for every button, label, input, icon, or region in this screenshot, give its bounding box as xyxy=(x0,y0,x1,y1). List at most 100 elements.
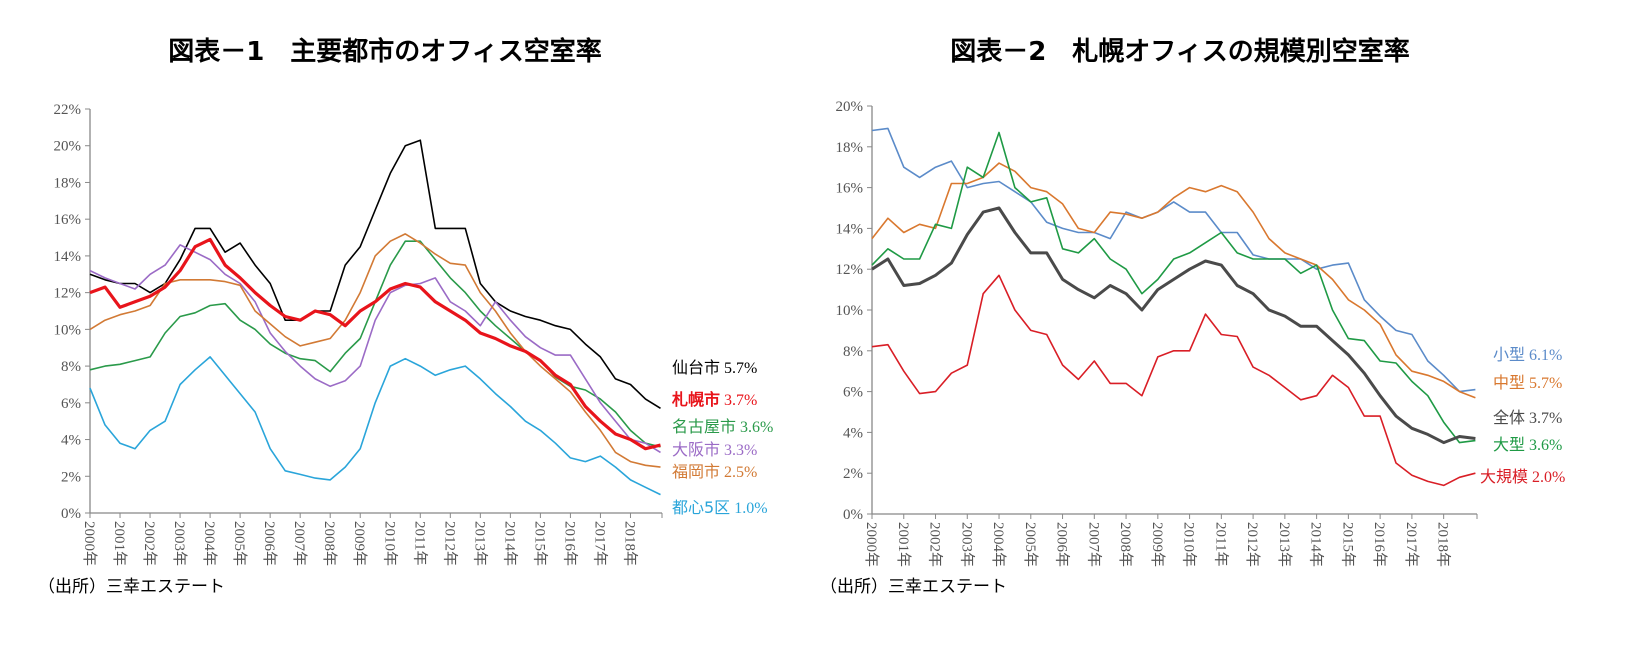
x-tick-label: 2015年 xyxy=(531,521,548,566)
x-tick-label: 2018年 xyxy=(621,521,638,566)
x-tick-label: 2006年 xyxy=(261,521,278,566)
y-tick-label: 0% xyxy=(843,507,863,523)
series-label-name: 名古屋市 xyxy=(672,417,736,436)
series-label-value: 5.7% xyxy=(1529,375,1562,392)
series-label: 仙台市 5.7% xyxy=(672,358,757,377)
series-line-2 xyxy=(871,162,1476,399)
y-tick-label: 10% xyxy=(54,322,82,338)
x-tick-label: 2010年 xyxy=(1181,522,1198,567)
chart1-source: （出所）三幸エステート xyxy=(38,577,225,597)
x-tick-label: 2007年 xyxy=(1085,522,1102,567)
series-label-value: 3.7% xyxy=(1529,410,1562,427)
chart2-source: （出所）三幸エステート xyxy=(820,577,1007,597)
series-line-6 xyxy=(89,237,661,451)
series-label-value: 3.7% xyxy=(724,392,757,409)
series-label-value: 2.0% xyxy=(1532,469,1565,486)
x-tick-label: 2016年 xyxy=(561,521,578,566)
series-label: 大規模 2.0% xyxy=(1480,467,1565,486)
series-label: 全体 3.7% xyxy=(1493,408,1562,427)
y-tick-label: 4% xyxy=(61,433,81,449)
y-tick-label: 2% xyxy=(843,466,863,482)
series-label-name: 都心5区 xyxy=(672,498,730,517)
series-label: 中型 5.7% xyxy=(1493,373,1562,392)
y-tick-label: 20% xyxy=(54,139,82,155)
x-tick-label: 2002年 xyxy=(927,522,944,567)
series-label-value: 3.6% xyxy=(1529,437,1562,454)
y-tick-label: 22% xyxy=(54,102,82,118)
series-label-name: 大型 xyxy=(1493,435,1525,454)
x-tick-label: 2017年 xyxy=(1403,522,1420,567)
series-line-4 xyxy=(89,233,661,468)
y-tick-label: 10% xyxy=(836,303,864,319)
series-label-name: 仙台市 xyxy=(672,358,720,377)
y-tick-label: 8% xyxy=(61,359,81,375)
x-tick-label: 2013年 xyxy=(471,521,488,566)
x-tick-label: 2000年 xyxy=(81,521,98,566)
x-tick-label: 2018年 xyxy=(1435,522,1452,567)
series-label-value: 2.5% xyxy=(724,464,757,481)
x-tick-label: 2006年 xyxy=(1054,522,1071,567)
series-line-5 xyxy=(89,356,661,496)
x-tick-label: 2000年 xyxy=(863,522,880,567)
x-tick-label: 2004年 xyxy=(201,521,218,566)
series-label: 福岡市 2.5% xyxy=(672,462,757,481)
series-label-name: 福岡市 xyxy=(672,462,720,481)
x-tick-label: 2003年 xyxy=(171,521,188,566)
x-tick-label: 2001年 xyxy=(111,521,128,566)
series-label-value: 3.6% xyxy=(740,419,773,436)
chart2-plot: 0% 2% 4% 6% 8% 10% 12% 14% 16% 18% 20% 2000年 2001年 20… xyxy=(836,99,1566,567)
series-label-value: 1.0% xyxy=(734,500,767,517)
x-tick-label: 2002年 xyxy=(141,521,158,566)
x-tick-label: 2011年 xyxy=(1212,522,1229,566)
y-tick-label: 16% xyxy=(836,181,864,197)
chart1-plot: 0% 2% 4% 6% 8% 10% 12% 14% 16% 18% 20% 22% 2000年 2001… xyxy=(54,102,774,566)
y-tick-label: 2% xyxy=(61,469,81,485)
series-line-3 xyxy=(89,244,661,454)
series-label-value: 5.7% xyxy=(724,360,757,377)
x-tick-label: 2014年 xyxy=(1308,522,1325,567)
x-tick-label: 2017年 xyxy=(591,521,608,566)
series-label-name: 札幌市 xyxy=(671,390,720,409)
series-line-1 xyxy=(871,127,1476,393)
x-tick-label: 2007年 xyxy=(291,521,308,566)
series-label: 小型 6.1% xyxy=(1493,345,1562,364)
series-label-name: 小型 xyxy=(1493,345,1525,364)
y-tick-label: 18% xyxy=(836,140,864,156)
chart2-title: 図表－2 札幌オフィスの規模別空室率 xyxy=(950,36,1410,67)
y-tick-label: 14% xyxy=(54,249,82,265)
y-tick-label: 20% xyxy=(836,99,864,115)
y-tick-label: 12% xyxy=(54,286,82,302)
series-line-5 xyxy=(871,274,1476,487)
series-line-4 xyxy=(871,206,1476,445)
x-tick-label: 2009年 xyxy=(351,521,368,566)
y-tick-label: 6% xyxy=(61,396,81,412)
series-label: 都心5区 1.0% xyxy=(672,498,768,517)
x-tick-label: 2001年 xyxy=(895,522,912,567)
x-tick-label: 2008年 xyxy=(321,521,338,566)
x-tick-label: 2010年 xyxy=(381,521,398,566)
series-label: 大型 3.6% xyxy=(1493,435,1562,454)
x-tick-label: 2012年 xyxy=(1244,522,1261,567)
x-tick-label: 2003年 xyxy=(958,522,975,567)
x-tick-label: 2008年 xyxy=(1117,522,1134,567)
y-tick-label: 8% xyxy=(843,344,863,360)
y-tick-label: 14% xyxy=(836,221,864,237)
series-label: 大阪市 3.3% xyxy=(672,440,757,459)
series-line-1 xyxy=(89,139,661,409)
x-tick-label: 2009年 xyxy=(1149,522,1166,567)
x-tick-label: 2011年 xyxy=(411,521,428,565)
series-line-3 xyxy=(871,131,1476,444)
series-label-name: 中型 xyxy=(1493,373,1525,392)
chart1-title: 図表－1 主要都市のオフィス空室率 xyxy=(168,36,602,67)
x-tick-label: 2016年 xyxy=(1371,522,1388,567)
y-tick-label: 0% xyxy=(61,506,81,522)
x-tick-label: 2013年 xyxy=(1276,522,1293,567)
series-label-name: 大阪市 xyxy=(672,440,720,459)
series-label: 札幌市 3.7% xyxy=(671,390,757,409)
y-tick-label: 12% xyxy=(836,262,864,278)
series-label: 名古屋市 3.6% xyxy=(672,417,773,436)
x-tick-label: 2015年 xyxy=(1339,522,1356,567)
y-tick-label: 18% xyxy=(54,175,82,191)
